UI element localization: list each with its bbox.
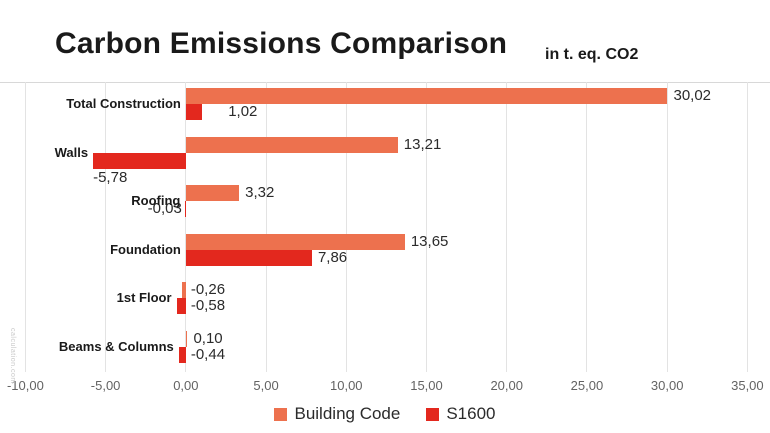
gridline (185, 82, 187, 372)
bar-s1600 (176, 298, 186, 315)
value-label: 13,21 (403, 135, 442, 153)
bar-building-code (185, 233, 405, 250)
gridline (265, 82, 267, 372)
legend-item-building-code: Building Code (274, 404, 400, 424)
legend-swatch-building-code (274, 407, 288, 421)
gridline (746, 82, 748, 372)
gridline (666, 82, 668, 372)
bar-s1600 (185, 249, 312, 266)
gridline (506, 82, 508, 372)
bar-s1600 (185, 104, 203, 120)
x-axis-tick: 10,00 (330, 378, 363, 393)
x-axis-tick: -5,00 (90, 378, 121, 393)
plot-top-border (0, 82, 770, 83)
category-label: Beams & Columns (58, 339, 174, 354)
bar-s1600 (178, 347, 186, 363)
value-label: -0,26 (190, 281, 226, 299)
legend-label: Building Code (294, 404, 401, 423)
watermark: calculation.com (9, 328, 16, 384)
bar-building-code (185, 185, 240, 202)
legend-swatch-s1600 (426, 407, 440, 421)
category-label: Walls (54, 144, 89, 160)
value-label: 0,10 (193, 330, 223, 347)
gridline (586, 82, 588, 372)
x-axis-tick: 25,00 (570, 378, 604, 393)
bar-building-code (185, 331, 188, 347)
gridline (345, 82, 347, 372)
x-axis-tick: 15,00 (410, 378, 443, 393)
value-label: 7,86 (317, 248, 348, 266)
plot-area: 30,02 13,21 3,32 13,65 -0,26 0,10 1,02 -5,78 -0,… (0, 82, 770, 372)
bar-s1600 (93, 152, 186, 169)
legend-item-s1600: S1600 (426, 404, 496, 424)
legend: Building Code S1600 (0, 402, 770, 426)
value-label: 13,65 (410, 232, 449, 250)
x-axis: -10,00 -5,00 0,00 5,00 10,00 15,00 20,00 25,00 3… (0, 378, 770, 396)
x-axis-tick: -10,00 (6, 378, 44, 393)
category-label: 1st Floor (116, 290, 172, 306)
bar-building-code (185, 88, 668, 104)
legend-label: S1600 (446, 404, 496, 423)
chart-title: Carbon Emissions Comparison (55, 27, 508, 60)
x-axis-tick: 20,00 (490, 378, 523, 393)
x-axis-tick: 5,00 (253, 378, 279, 393)
value-label: -0,03 (147, 200, 182, 218)
value-label: -5,78 (93, 168, 128, 186)
gridline (426, 82, 427, 372)
bar-s1600 (184, 201, 186, 218)
category-label: Total Construction (66, 96, 181, 111)
category-label: Roofing (131, 193, 181, 209)
bar-building-code (185, 136, 398, 153)
x-axis-tick: 30,00 (650, 378, 684, 393)
gridline (24, 82, 26, 372)
category-label: Foundation (110, 241, 181, 257)
value-label: -0,44 (190, 346, 226, 363)
x-axis-tick: 0,00 (173, 378, 199, 393)
x-axis-tick: 35,00 (731, 378, 764, 393)
value-label: 1,02 (228, 103, 258, 120)
bar-building-code (181, 282, 186, 299)
value-label: 30,02 (673, 87, 712, 104)
gridline (105, 82, 107, 372)
value-label: 3,32 (245, 184, 275, 202)
chart-subtitle: in t. eq. CO2 (545, 46, 639, 63)
value-label: -0,58 (190, 297, 226, 315)
